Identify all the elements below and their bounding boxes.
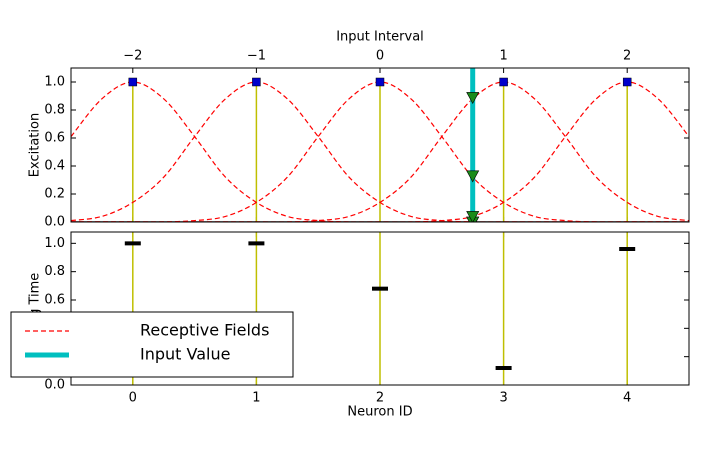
- x-tick-label: 2: [623, 49, 631, 64]
- peak-marker: [375, 77, 385, 87]
- axes-frame: [70, 231, 690, 386]
- peak-marker: [252, 77, 261, 87]
- x-tick-label: −1: [247, 49, 266, 64]
- y-tick-label: 1.0: [44, 75, 65, 90]
- x-tick-label: 3: [499, 391, 507, 406]
- y-tick-label: 0.4: [44, 159, 65, 174]
- x-tick-label: 2: [376, 391, 384, 406]
- y-tick-label: 0.6: [44, 293, 65, 308]
- y-tick-label: 1.0: [44, 236, 65, 251]
- x-tick-label: 1: [252, 391, 260, 406]
- x-axis-label: Neuron ID: [347, 405, 412, 420]
- y-tick-label: 0.8: [44, 103, 65, 118]
- x-tick-label: 1: [499, 49, 507, 64]
- plot-area: [71, 68, 689, 222]
- excitation-marker: [466, 211, 480, 222]
- x-axis-label: Input Interval: [336, 30, 424, 45]
- x-tick-label: −2: [123, 49, 142, 64]
- y-tick-label: 0.2: [44, 187, 65, 202]
- legend-label: Input Value: [140, 345, 230, 364]
- y-tick-label: 0.6: [44, 131, 65, 146]
- y-axis-label: Excitation: [28, 113, 43, 177]
- legend-box: [10, 311, 294, 378]
- y-tick-label: 0.0: [44, 378, 65, 393]
- peak-marker: [128, 77, 138, 87]
- receptive-field: [71, 81, 689, 222]
- excitation-marker: [466, 92, 480, 105]
- peak-marker: [622, 77, 632, 87]
- x-tick-label: 0: [129, 391, 137, 406]
- axes-frame: [70, 67, 690, 223]
- x-tick-label: 4: [623, 391, 631, 406]
- excitation-marker: [466, 170, 480, 183]
- legend-label: Receptive Fields: [140, 321, 269, 340]
- x-tick-label: 0: [376, 49, 384, 64]
- receptive-field: [71, 81, 689, 222]
- y-tick-label: 0.0: [44, 215, 65, 230]
- peak-marker: [499, 77, 508, 87]
- y-tick-label: 0.8: [44, 264, 65, 279]
